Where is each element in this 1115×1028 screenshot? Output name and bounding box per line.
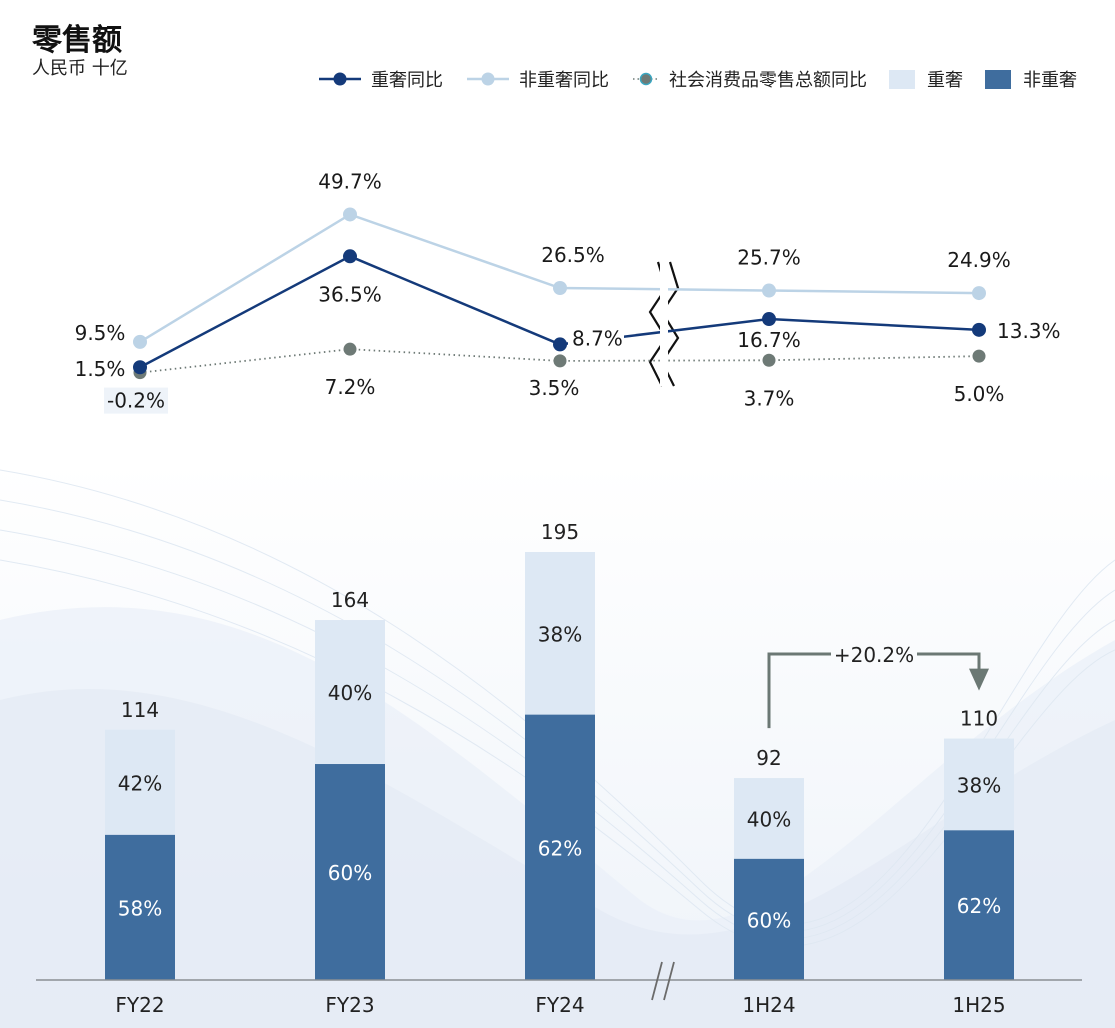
total-yoy-label: 3.5% <box>529 376 580 400</box>
total-yoy-label: 3.7% <box>744 386 795 410</box>
nonluxury-yoy-point <box>343 207 357 222</box>
nonluxury-yoy-label: 49.7% <box>318 169 382 193</box>
axis-break-mark <box>651 961 663 1001</box>
nonluxury-yoy-point <box>133 334 147 349</box>
nonluxury-yoy-label: 25.7% <box>737 246 801 270</box>
x-tick-label: 1H25 <box>952 993 1005 1017</box>
bar-segment-luxury <box>525 552 595 715</box>
bar-total-label: 195 <box>541 520 579 544</box>
legend-swatch-icon <box>889 69 915 89</box>
luxury-yoy-point <box>972 322 986 337</box>
bar-share-label-luxury: 38% <box>957 773 1001 797</box>
bar-share-label-luxury: 40% <box>747 807 791 831</box>
luxury-yoy-label: 13.3% <box>997 319 1061 343</box>
bar-segment-luxury <box>944 738 1014 831</box>
legend-item-total-yoy: 社会消费品零售总额同比 <box>631 66 867 92</box>
legend-label: 非重奢 <box>1023 70 1077 91</box>
bar-total-label: 114 <box>121 698 159 722</box>
total-yoy-point <box>343 342 357 356</box>
nonluxury-yoy-point <box>972 286 986 301</box>
page-title: 零售额 <box>32 23 122 58</box>
bar-share-label-nonluxury: 62% <box>957 894 1001 918</box>
bar-share-label-nonluxury: 58% <box>118 896 162 920</box>
total-yoy-point <box>762 353 776 367</box>
x-tick-label: 1H24 <box>742 993 795 1017</box>
total-yoy-line <box>139 348 980 374</box>
luxury-yoy-point <box>343 249 357 264</box>
nonluxury-yoy-point <box>762 283 776 298</box>
legend-label: 重奢 <box>927 70 963 91</box>
nonluxury-yoy-point <box>553 280 567 295</box>
axis-break-mark <box>663 961 675 1001</box>
legend-item-luxury-yoy: 重奢同比 <box>317 66 443 92</box>
legend-label: 社会消费品零售总额同比 <box>669 70 867 91</box>
nonluxury-yoy-label: 24.9% <box>947 248 1011 272</box>
x-tick-label: FY22 <box>115 993 164 1017</box>
bar-segment-nonluxury <box>734 858 804 980</box>
total-yoy-label: 5.0% <box>954 382 1005 406</box>
luxury-yoy-label: 8.7% <box>572 326 623 350</box>
unit-label: 人民币 十亿 <box>32 58 128 79</box>
luxury-yoy-label: 16.7% <box>737 328 801 352</box>
legend-item-nonluxury: 非重奢 <box>985 66 1077 92</box>
luxury-yoy-label: 1.5% <box>75 357 126 381</box>
luxury-yoy-point <box>553 337 567 352</box>
bar-total-label: 92 <box>756 746 781 770</box>
growth-arrowhead-icon <box>969 668 989 691</box>
bar-segment-nonluxury <box>944 830 1014 980</box>
legend-label: 重奢同比 <box>371 70 443 91</box>
title-block: 零售额 人民币 十亿 <box>32 22 128 80</box>
legend-dotted-marker-icon <box>633 72 659 86</box>
nonluxury-yoy-label: 9.5% <box>75 321 126 345</box>
bar-total-label: 110 <box>960 707 998 731</box>
total-yoy-label: 7.2% <box>325 375 376 399</box>
luxury-yoy-point <box>762 312 776 327</box>
total-yoy-point <box>972 349 986 363</box>
bar-segment-nonluxury <box>105 834 175 980</box>
total-yoy-label: -0.2% <box>107 389 165 413</box>
bar-share-label-luxury: 42% <box>118 771 162 795</box>
bar-total-label: 164 <box>331 588 369 612</box>
bar-share-label-luxury: 38% <box>538 622 582 646</box>
bar-share-label-nonluxury: 60% <box>747 908 791 932</box>
legend-item-luxury: 重奢 <box>889 66 963 92</box>
bar-segment-luxury <box>734 778 804 859</box>
bar-segment-luxury <box>105 729 175 835</box>
legend-item-nonluxury-yoy: 非重奢同比 <box>465 66 609 92</box>
legend-line-marker-icon <box>319 72 361 86</box>
bar-segment-nonluxury <box>525 714 595 980</box>
legend-swatch-icon <box>985 69 1011 89</box>
bar-segment-nonluxury <box>315 764 385 980</box>
growth-annotation-label: +20.2% <box>834 643 914 667</box>
luxury-yoy-label: 36.5% <box>318 282 382 306</box>
bar-share-label-nonluxury: 60% <box>328 861 372 885</box>
luxury-yoy-point <box>133 360 147 375</box>
total-yoy-label-bg <box>104 387 168 414</box>
legend: 重奢同比 非重奢同比 社会消费品零售总额同比 重奢 非重奢 <box>295 66 1077 92</box>
growth-arrow-line <box>917 652 981 671</box>
line-axis-break-gap <box>660 262 668 386</box>
nonluxury-yoy-label: 26.5% <box>541 243 605 267</box>
luxury-yoy-label-bg <box>568 324 624 351</box>
bar-segment-luxury <box>315 620 385 765</box>
bar-share-label-nonluxury: 62% <box>538 836 582 860</box>
total-yoy-point <box>553 354 567 368</box>
bar-share-label-luxury: 40% <box>328 681 372 705</box>
legend-line-marker-icon <box>467 72 509 86</box>
x-tick-label: FY23 <box>325 993 374 1017</box>
x-tick-label: FY24 <box>535 993 584 1017</box>
growth-arrow-line <box>767 652 831 729</box>
legend-label: 非重奢同比 <box>519 70 609 91</box>
